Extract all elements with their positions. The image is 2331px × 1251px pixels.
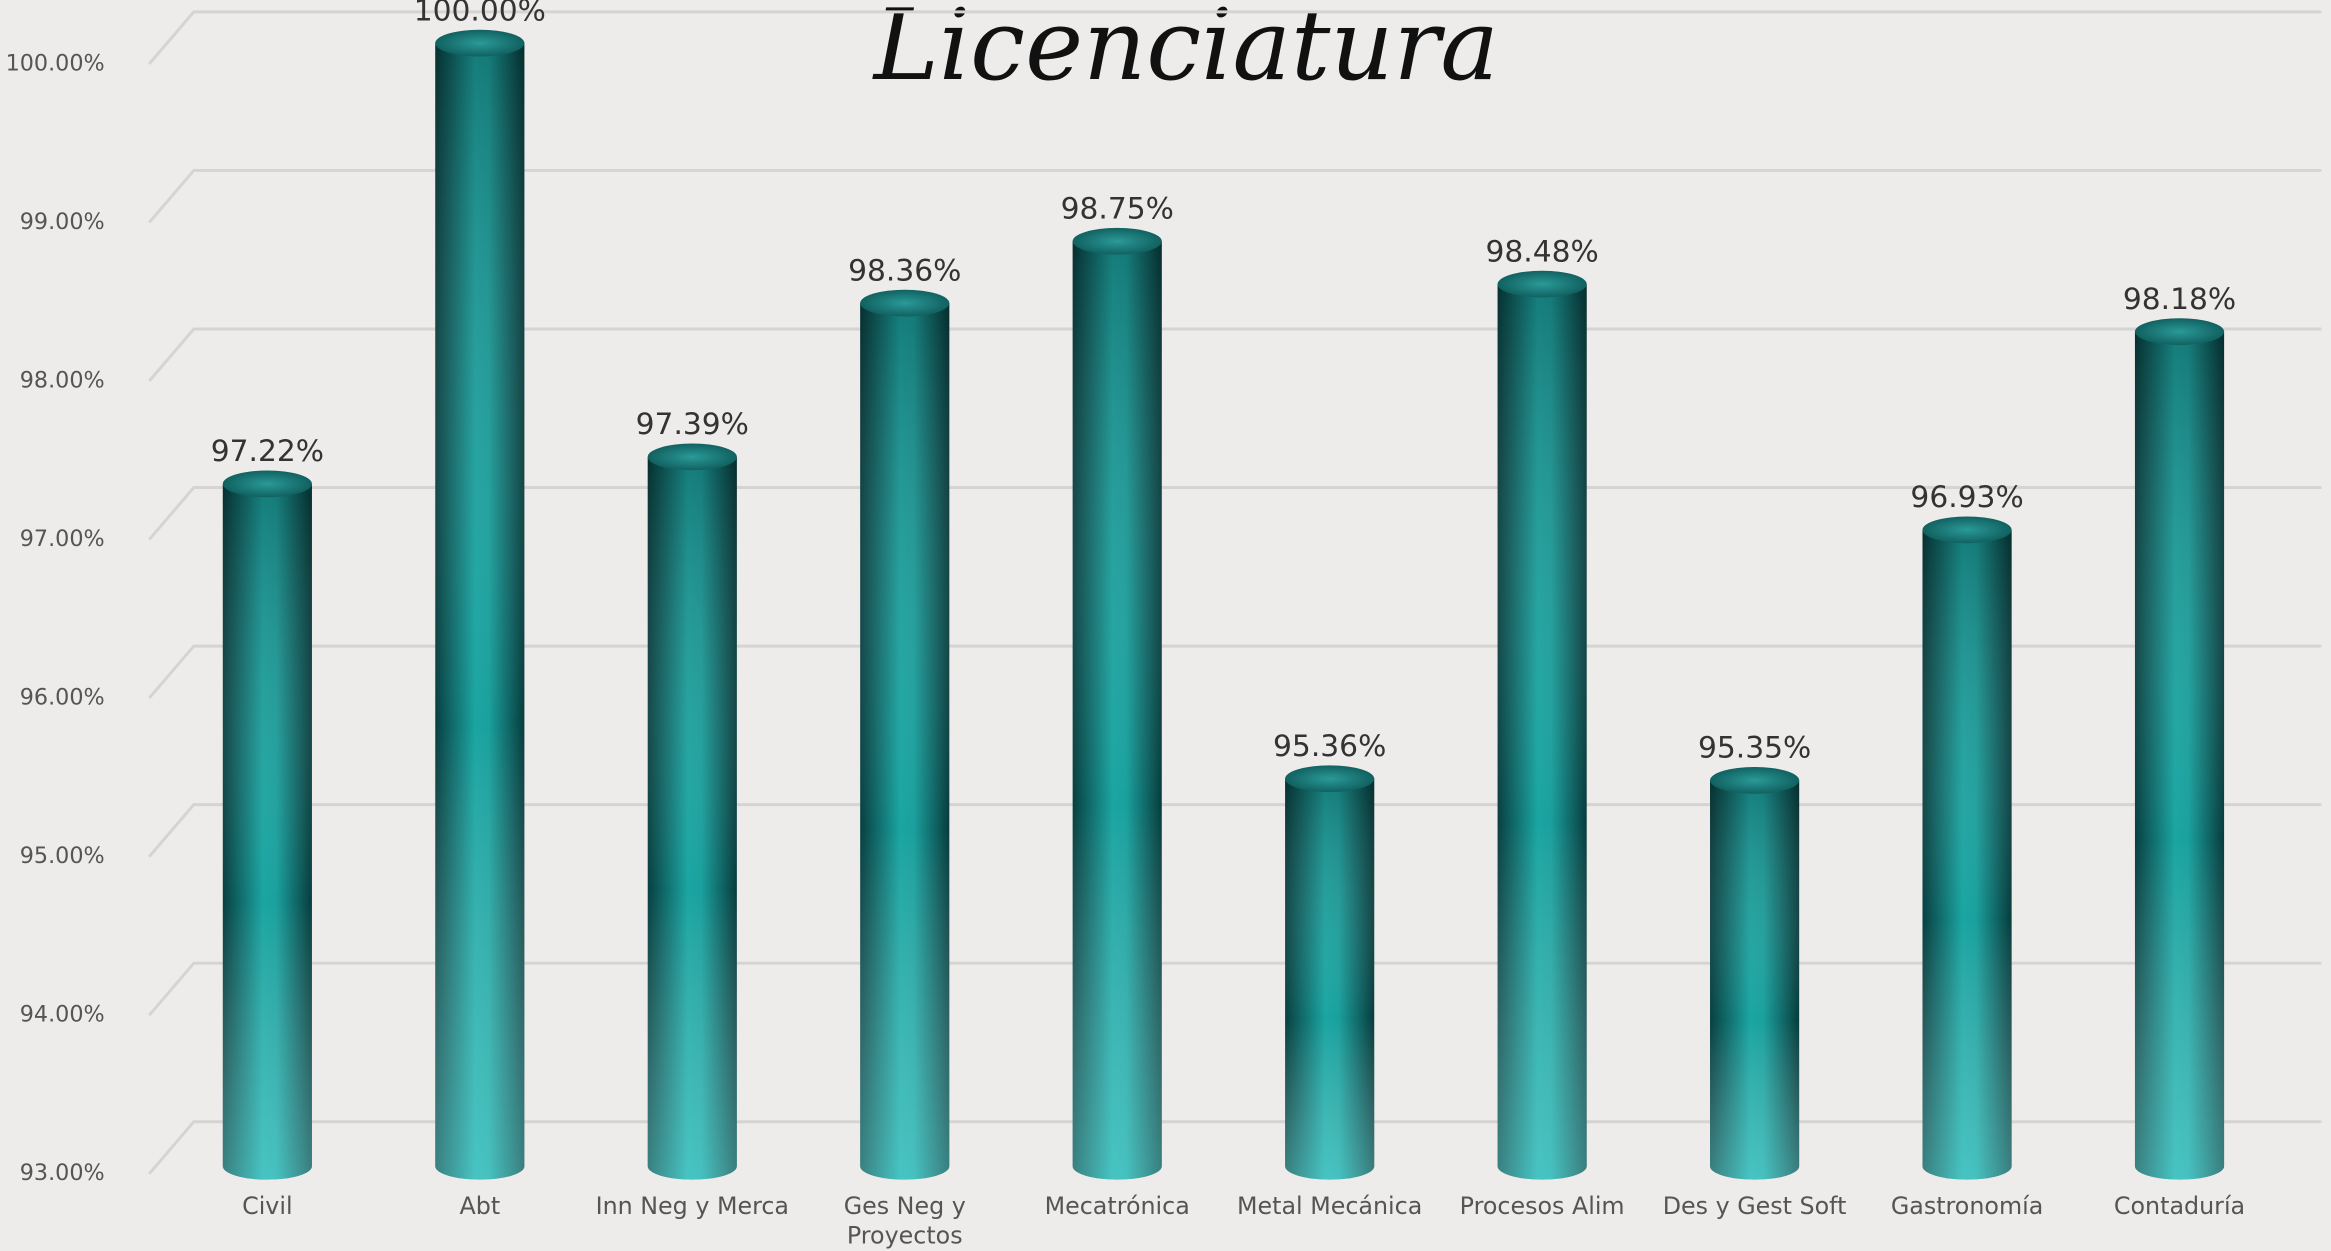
y-tick-label: 95.00% xyxy=(20,843,105,869)
value-label: 98.75% xyxy=(1061,192,1174,227)
bar-shade xyxy=(1710,780,1800,1180)
bar-shade xyxy=(1922,529,2012,1180)
value-label: 95.35% xyxy=(1698,731,1811,766)
bar-top xyxy=(1922,516,2012,544)
bar-shade xyxy=(435,43,525,1180)
grid-line xyxy=(148,168,2322,224)
x-tick-label-box: Abt xyxy=(459,1191,501,1220)
bar-top xyxy=(860,289,950,317)
x-tick-label: Des y Gest Soft xyxy=(1662,1191,1847,1220)
x-tick-label-box: Mecatrónica xyxy=(1044,1191,1190,1220)
y-tick-label: 98.00% xyxy=(20,367,105,393)
x-tick-label-box: Gastronomía xyxy=(1890,1191,2044,1220)
value-label: 98.36% xyxy=(848,253,961,288)
bar-shade xyxy=(222,483,312,1180)
grid-line xyxy=(148,803,2322,858)
x-tick-label: Ges Neg y Proyectos xyxy=(843,1191,966,1250)
bar-shade xyxy=(860,303,950,1180)
bar-group xyxy=(647,443,737,1180)
bar-group xyxy=(1497,270,1587,1180)
value-label: 100.00% xyxy=(414,0,546,28)
y-tick-label: 93.00% xyxy=(20,1160,105,1186)
value-label: 98.18% xyxy=(2123,282,2236,317)
value-label: 97.39% xyxy=(636,407,749,442)
bar-shade xyxy=(1497,284,1587,1180)
y-tick-label: 100.00% xyxy=(6,50,105,76)
bar-group xyxy=(1922,516,2012,1180)
x-tick-label: Procesos Alim xyxy=(1459,1191,1625,1220)
bar-group xyxy=(222,470,312,1180)
x-tick-label-box: Ges Neg y Proyectos xyxy=(843,1191,966,1250)
bar-shade xyxy=(1285,778,1375,1180)
x-tick-label: Gastronomía xyxy=(1890,1191,2044,1220)
bar-shade xyxy=(1072,241,1162,1180)
x-tick-label: Contaduría xyxy=(2113,1191,2246,1220)
bar-top xyxy=(647,443,737,471)
x-tick-label: Abt xyxy=(459,1191,501,1220)
x-tick-label-box: Des y Gest Soft xyxy=(1662,1191,1847,1220)
chart-title: Licenciatura xyxy=(872,0,1499,103)
grid-line xyxy=(148,1120,2322,1175)
y-tick-label: 94.00% xyxy=(20,1002,105,1028)
bar-top xyxy=(1285,765,1375,793)
x-tick-label-box: Procesos Alim xyxy=(1459,1191,1625,1220)
bar-top xyxy=(435,29,525,57)
bar-shade xyxy=(647,456,737,1180)
grid-line xyxy=(148,10,2322,65)
grid-line xyxy=(148,644,2322,700)
bar-group xyxy=(435,29,525,1180)
bar-top xyxy=(222,470,312,498)
value-label: 97.22% xyxy=(211,434,324,469)
bar-top xyxy=(2134,318,2225,346)
x-tick-label: Inn Neg y Merca xyxy=(595,1191,789,1220)
x-tick-label-box: Civil xyxy=(242,1191,293,1220)
bar-group xyxy=(1710,766,1800,1180)
y-tick-label: 97.00% xyxy=(20,526,105,552)
value-label: 95.36% xyxy=(1273,729,1386,764)
grid-line xyxy=(148,486,2322,541)
bar-group xyxy=(860,289,950,1180)
bar-group xyxy=(2134,318,2225,1180)
x-tick-label-box: Metal Mecánica xyxy=(1237,1191,1423,1220)
grid-line xyxy=(148,961,2322,1017)
value-label: 98.48% xyxy=(1486,234,1599,269)
bar-top xyxy=(1710,766,1800,794)
bar-shade xyxy=(2134,331,2225,1180)
bar-group xyxy=(1072,227,1162,1180)
y-tick-label: 99.00% xyxy=(20,209,105,235)
y-tick-label: 96.00% xyxy=(20,685,105,711)
bar-top xyxy=(1497,270,1587,298)
x-tick-label: Mecatrónica xyxy=(1044,1191,1190,1220)
x-tick-label: Metal Mecánica xyxy=(1237,1191,1423,1220)
x-tick-label-box: Contaduría xyxy=(2113,1191,2246,1220)
grid xyxy=(148,10,2322,1175)
bar-top xyxy=(1072,227,1162,255)
x-tick-label-box: Inn Neg y Merca xyxy=(595,1191,789,1220)
x-tick-label: Civil xyxy=(242,1191,293,1220)
grid-line xyxy=(148,327,2322,382)
bar-group xyxy=(1285,765,1375,1180)
value-label: 96.93% xyxy=(1910,480,2023,515)
